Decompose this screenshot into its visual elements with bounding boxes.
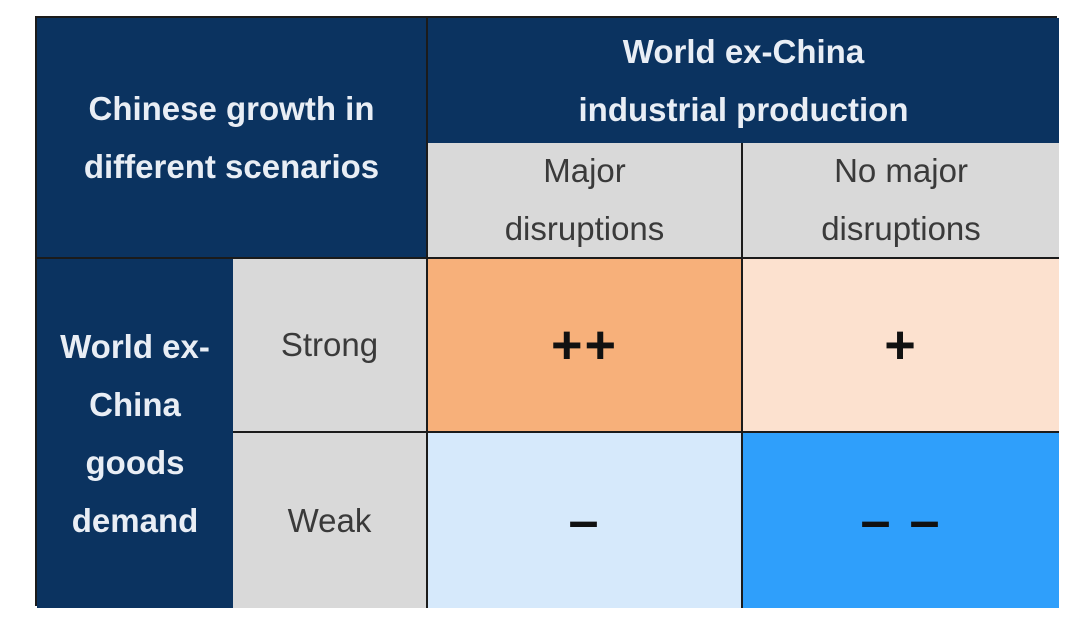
corner-header: Chinese growth in different scenarios — [37, 18, 428, 257]
cell-strong-no-major: + — [743, 257, 1059, 431]
row-group-header: World ex- China goods demand — [37, 257, 233, 608]
cell-weak-major: – — [428, 431, 743, 608]
column-group-header: World ex-China industrial production — [428, 18, 1059, 143]
row-header-weak: Weak — [233, 431, 428, 608]
column-header-major-disruptions: Major disruptions — [428, 143, 743, 257]
column-header-no-major-disruptions: No major disruptions — [743, 143, 1059, 257]
scenario-matrix-table: Chinese growth in different scenarios Wo… — [35, 16, 1059, 608]
cell-weak-no-major: – – — [743, 431, 1059, 608]
row-header-strong: Strong — [233, 257, 428, 431]
cell-strong-major: ++ — [428, 257, 743, 431]
